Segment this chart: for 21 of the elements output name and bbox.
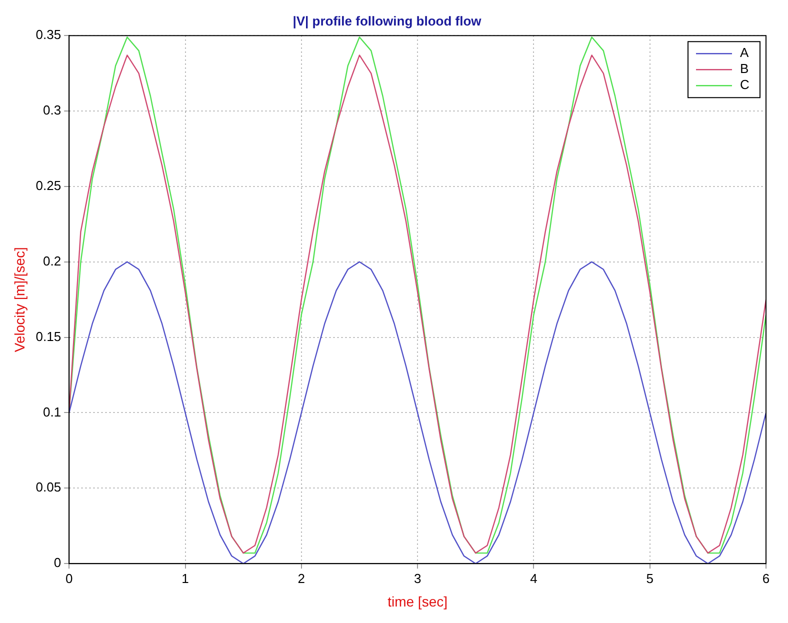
legend-label: B: [740, 61, 749, 76]
y-tick-label: 0.2: [43, 253, 62, 268]
x-tick-label: 6: [762, 570, 770, 586]
x-axis-title: time [sec]: [388, 593, 448, 610]
y-tick-label: 0.05: [36, 480, 62, 495]
y-tick-label: 0.1: [43, 404, 62, 420]
x-tick-label: 2: [298, 570, 306, 586]
x-tick-label: 0: [65, 570, 73, 586]
legend-label: C: [740, 77, 750, 92]
y-tick-label: 0.25: [36, 178, 62, 194]
y-axis-title: Velocity [m]/[sec]: [11, 247, 28, 352]
x-tick-label: 3: [414, 570, 422, 586]
y-tick-label: 0.15: [36, 328, 62, 344]
y-tick-label: 0: [54, 555, 62, 570]
x-tick-label: 5: [646, 570, 654, 586]
x-tick-label: 1: [182, 570, 189, 586]
y-tick-label: 0.35: [36, 27, 62, 42]
x-tick-label: 4: [530, 570, 538, 586]
chart-title: |V| profile following blood flow: [292, 13, 482, 28]
y-tick-label: 0.3: [43, 102, 62, 118]
legend-label: A: [740, 45, 749, 60]
